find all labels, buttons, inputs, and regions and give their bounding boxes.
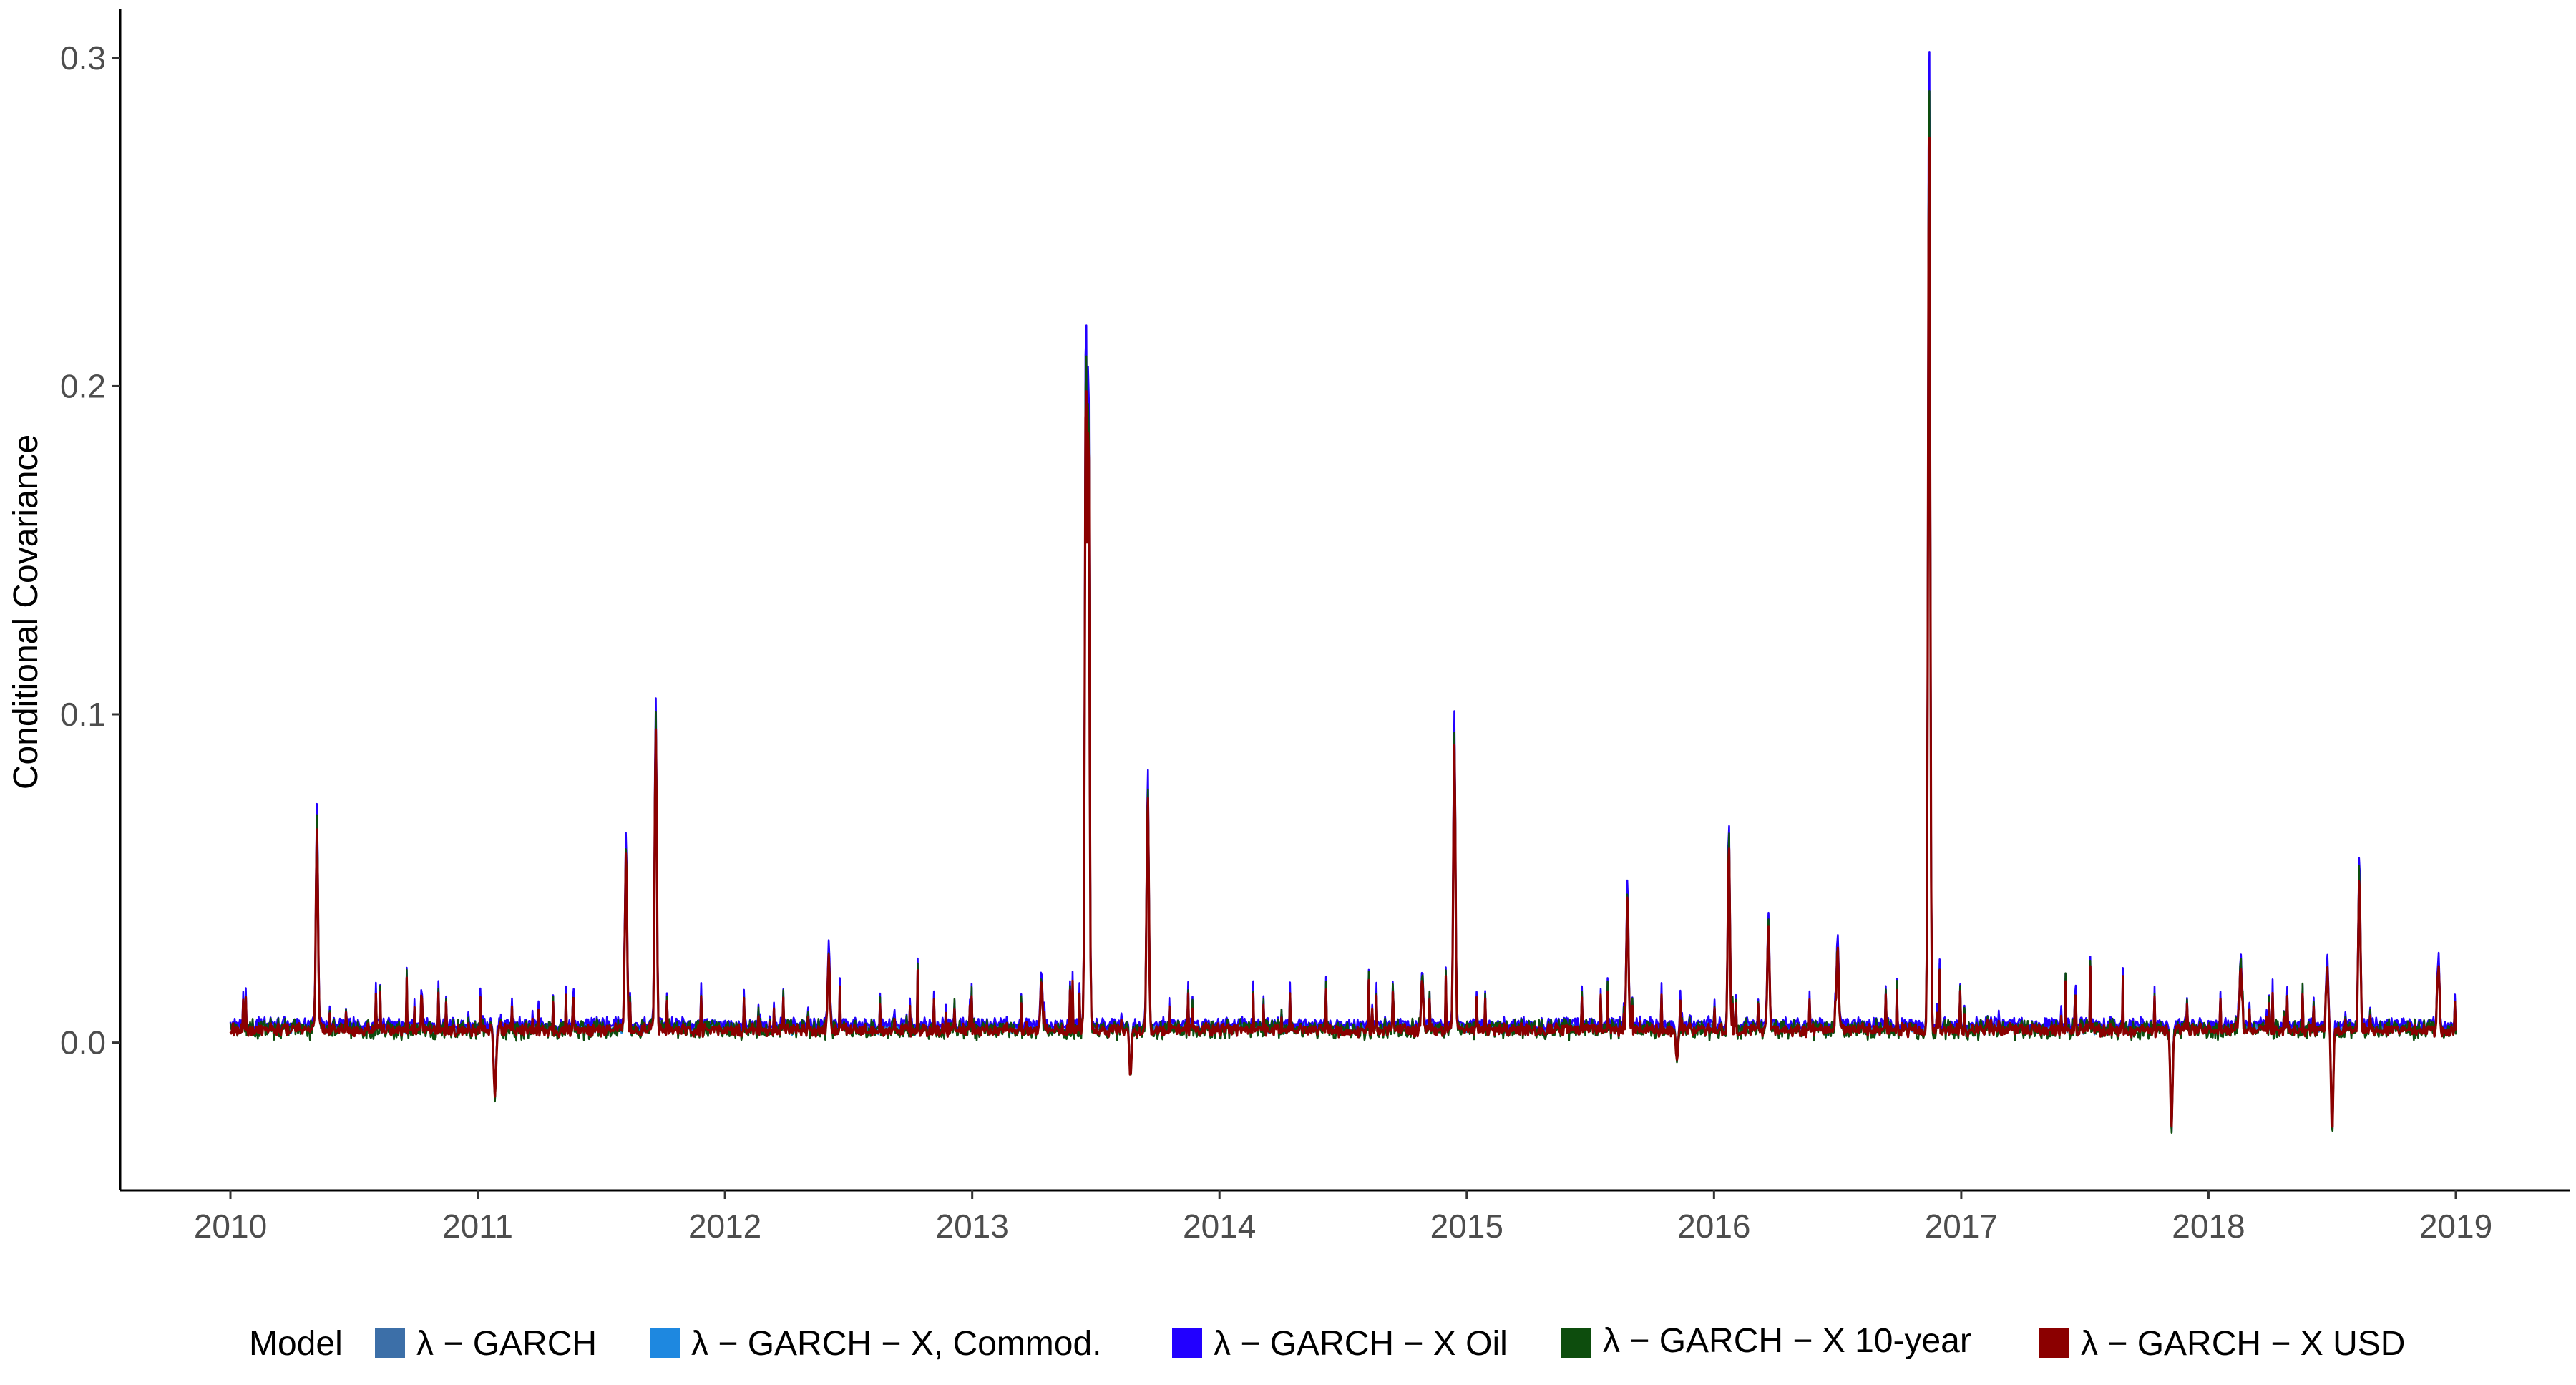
y-axis-title: Conditional Covariance <box>7 434 45 789</box>
legend-label: λ − GARCH <box>416 1325 597 1363</box>
x-tick-label: 2016 <box>1677 1207 1750 1245</box>
x-ticks: 2010 2011 2012 2013 2014 2015 2016 2017 2018 2019 <box>194 1190 2492 1245</box>
x-tick-label: 2010 <box>194 1207 267 1245</box>
legend-label: λ − GARCH − X Oil <box>1214 1325 1508 1363</box>
x-tick-label: 2017 <box>1925 1207 1998 1245</box>
legend-key <box>1172 1328 1202 1358</box>
x-tick-label: 2015 <box>1430 1207 1503 1245</box>
legend-key <box>1561 1328 1591 1358</box>
legend-key <box>2039 1328 2069 1358</box>
x-tick-label: 2013 <box>935 1207 1008 1245</box>
y-ticks: 0.0 0.1 0.2 0.3 <box>60 39 120 1061</box>
legend-key <box>650 1328 680 1358</box>
legend-label: λ − GARCH − X 10-year <box>1603 1322 1971 1360</box>
series-line <box>229 137 2457 1128</box>
y-tick-label: 0.2 <box>60 367 106 404</box>
x-tick-label: 2014 <box>1183 1207 1256 1245</box>
legend-title: Model <box>249 1325 343 1363</box>
x-tick-label: 2012 <box>688 1207 761 1245</box>
y-tick-label: 0.0 <box>60 1024 106 1061</box>
x-tick-label: 2011 <box>442 1207 513 1245</box>
x-tick-label: 2019 <box>2419 1207 2492 1245</box>
legend: Model λ − GARCH λ − GARCH − X, Commod. λ −… <box>249 1322 2405 1363</box>
legend-label: λ − GARCH − X, Commod. <box>691 1325 1102 1363</box>
legend-label: λ − GARCH − X USD <box>2081 1325 2405 1363</box>
x-tick-label: 2018 <box>2172 1207 2245 1245</box>
y-tick-label: 0.3 <box>60 39 106 77</box>
legend-key <box>375 1328 405 1358</box>
y-tick-label: 0.1 <box>60 696 106 733</box>
plot-lines <box>229 51 2457 1134</box>
